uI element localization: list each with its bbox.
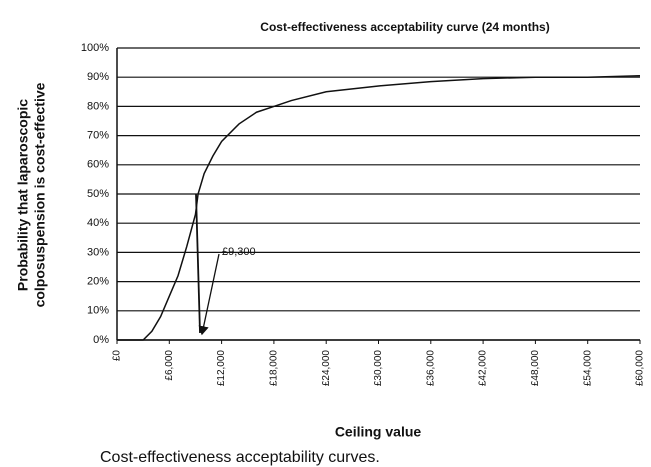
x-tick-label: £24,000 — [321, 350, 332, 387]
x-tick-label: £36,000 — [425, 350, 436, 387]
y-tick-label: 0% — [93, 334, 109, 346]
chart-title: Cost-effectiveness acceptability curve (… — [260, 20, 549, 34]
curve — [117, 74, 641, 341]
annotation-drop — [195, 193, 201, 334]
y-tick-label: 60% — [87, 159, 109, 171]
y-tick-label: 70% — [87, 130, 109, 142]
x-tick-label: £60,000 — [635, 350, 646, 387]
y-tick-label: 20% — [87, 276, 109, 288]
y-axis-label: colposuspension is cost-effective — [32, 82, 48, 307]
y-tick-label: 90% — [87, 71, 109, 83]
y-axis-label: Probability that laparoscopic — [15, 99, 31, 291]
y-tick-label: 30% — [87, 246, 109, 258]
y-tick-label: 100% — [81, 42, 109, 54]
annotation-arrow — [198, 253, 220, 336]
x-tick-label: £12,000 — [216, 350, 227, 387]
x-tick-label: £18,000 — [269, 350, 280, 387]
x-axis-label: Ceiling value — [335, 424, 422, 440]
x-tick-label: £6,000 — [164, 350, 175, 381]
x-tick-label: £48,000 — [530, 350, 541, 387]
x-tick-label: £54,000 — [582, 350, 593, 387]
y-tick-label: 40% — [87, 217, 109, 229]
x-tick-label: £42,000 — [478, 350, 489, 387]
x-tick-label: £0 — [112, 350, 123, 362]
caption: Cost-effectiveness acceptability curves. — [100, 449, 380, 466]
y-tick-label: 10% — [87, 305, 109, 317]
y-tick-label: 80% — [87, 100, 109, 112]
x-tick-label: £30,000 — [373, 350, 384, 387]
y-tick-label: 50% — [87, 188, 109, 200]
